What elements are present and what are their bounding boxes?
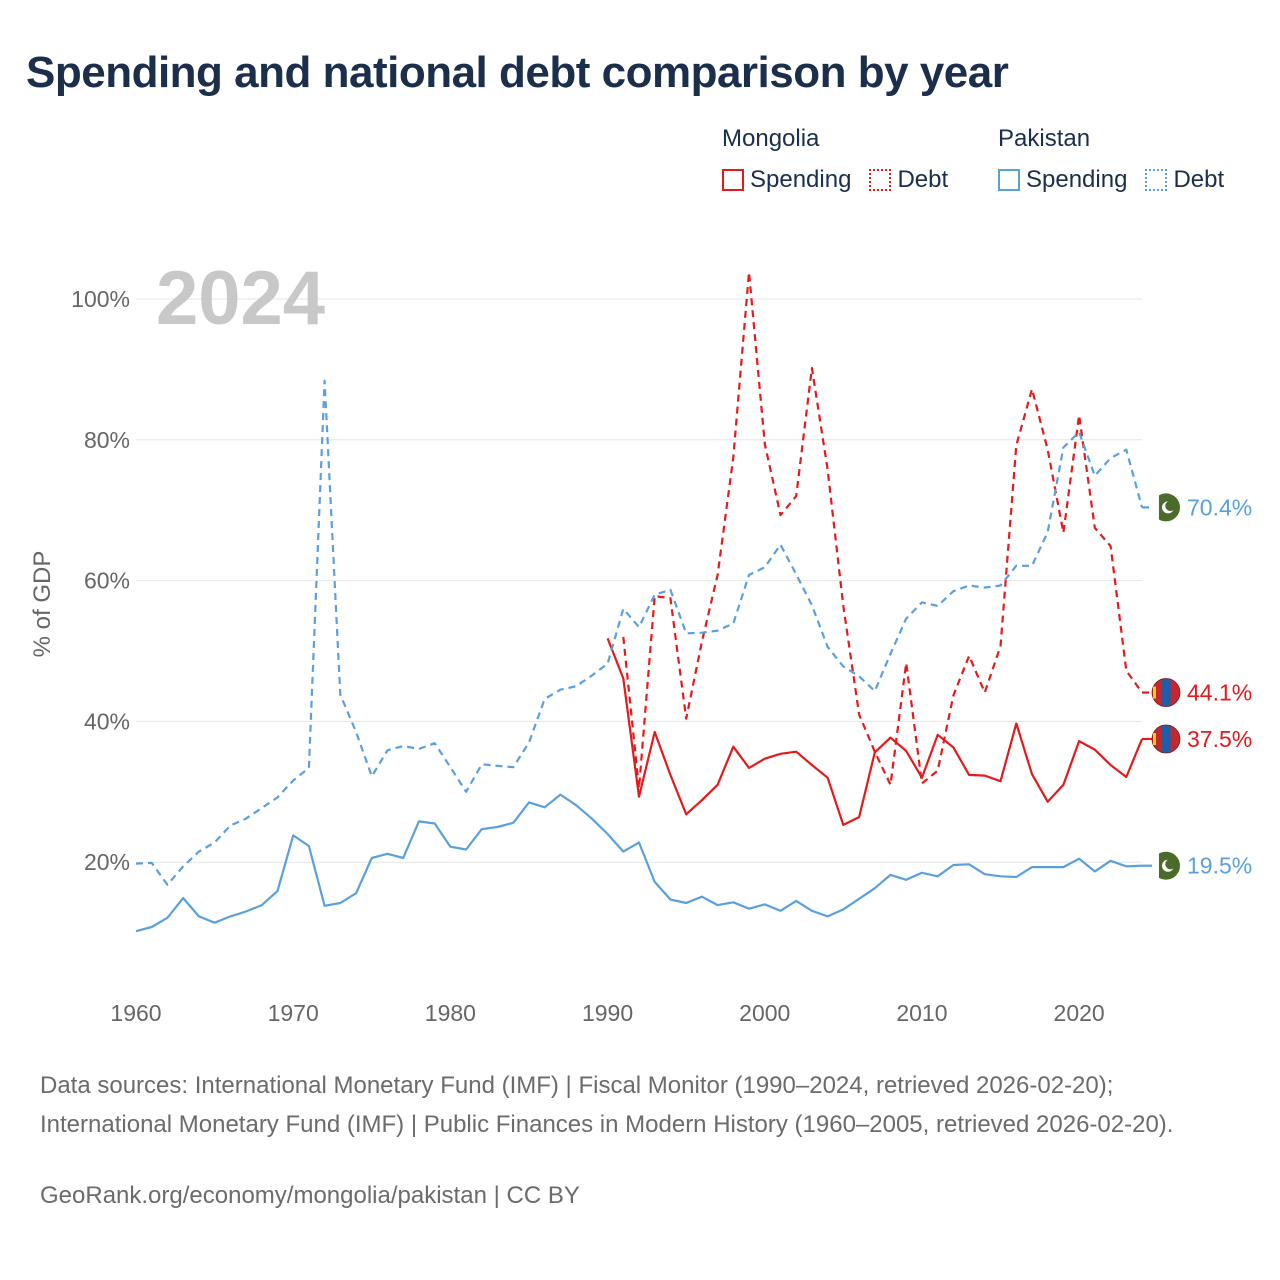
series-line-mongolia-spending <box>606 637 1144 827</box>
series-line-mongolia-debt <box>622 271 1143 790</box>
series-line-pakistan-debt <box>135 379 1144 886</box>
end-value-label: 37.5% <box>1187 726 1252 752</box>
pakistan-flag-icon <box>1152 851 1180 880</box>
legend-item-label: Spending <box>750 166 852 193</box>
year-watermark: 2024 <box>156 256 325 341</box>
x-tick-label: 2010 <box>896 1000 947 1026</box>
end-labels: 37.5% 44.1% 19.5% 70.4% <box>1142 493 1252 880</box>
flag-soyombo <box>1153 733 1156 745</box>
flag-stripe <box>1161 725 1171 753</box>
grid-layer: 20% 40% 60% 80% 100% <box>71 286 1142 875</box>
legend-item-pakistan-debt[interactable]: Debt <box>1145 166 1224 194</box>
series-layer <box>135 271 1144 933</box>
y-tick-label: 20% <box>84 849 130 875</box>
chart-title: Spending and national debt comparison by… <box>26 48 1009 97</box>
legend-swatch-solid <box>998 169 1020 191</box>
legend-group-name: Mongolia <box>722 125 820 152</box>
legend-group-mongolia: Mongolia Spending Debt <box>722 124 948 194</box>
legend-group-pakistan: Pakistan Spending Debt <box>998 124 1224 194</box>
legend-item-label: Debt <box>1173 166 1225 193</box>
legend-group-name: Pakistan <box>998 125 1091 152</box>
end-value-label: 44.1% <box>1187 680 1252 706</box>
y-tick-label: 40% <box>84 708 130 734</box>
mongolia-flag-icon <box>1151 724 1181 754</box>
legend-swatch-dotted <box>869 169 892 191</box>
series-line-pakistan-spending <box>135 793 1143 933</box>
y-tick-label: 100% <box>71 286 130 312</box>
y-tick-label: 80% <box>84 427 130 453</box>
data-sources-note: Data sources: International Monetary Fun… <box>40 1072 1174 1138</box>
legend-item-label: Debt <box>897 166 949 193</box>
pakistan-flag-icon <box>1152 493 1180 522</box>
x-tick-label: 1960 <box>110 1000 161 1026</box>
flag-crescent-cut <box>1165 859 1176 870</box>
x-axis: 1960 1970 1980 1990 2000 2010 2020 <box>110 1000 1104 1026</box>
flag-rim <box>1151 678 1181 707</box>
x-tick-label: 2020 <box>1054 1000 1105 1026</box>
credit-link[interactable]: GeoRank.org/economy/mongolia/pakistan | … <box>40 1182 580 1209</box>
flag-soyombo <box>1153 686 1156 699</box>
flag-rim <box>1151 724 1181 754</box>
flag-stripe <box>1161 678 1171 707</box>
flag-stripe <box>1152 493 1159 522</box>
legend-item-label: Spending <box>1026 166 1128 193</box>
legend-swatch-dotted <box>1145 169 1168 191</box>
x-tick-label: 1970 <box>268 1000 319 1026</box>
flag-crescent-cut <box>1165 500 1176 512</box>
x-tick-label: 1980 <box>425 1000 476 1026</box>
end-value-label: 19.5% <box>1187 853 1252 879</box>
legend-item-mongolia-spending[interactable]: Spending <box>722 166 851 194</box>
legend-item-pakistan-spending[interactable]: Spending <box>998 166 1127 194</box>
mongolia-flag-icon <box>1151 678 1181 707</box>
line-chart: 20%40%60%80%100% 2024 % of GDP 1960 1970 1… <box>29 256 1252 1026</box>
flag-stripe <box>1152 851 1159 880</box>
x-tick-label: 2000 <box>739 1000 790 1026</box>
x-tick-label: 1990 <box>582 1000 633 1026</box>
y-tick-label: 60% <box>84 568 130 594</box>
end-value-label: 70.4% <box>1187 494 1252 520</box>
legend-swatch-solid <box>722 169 744 191</box>
legend-item-mongolia-debt[interactable]: Debt <box>869 166 948 194</box>
y-axis-label: % of GDP <box>29 551 56 658</box>
